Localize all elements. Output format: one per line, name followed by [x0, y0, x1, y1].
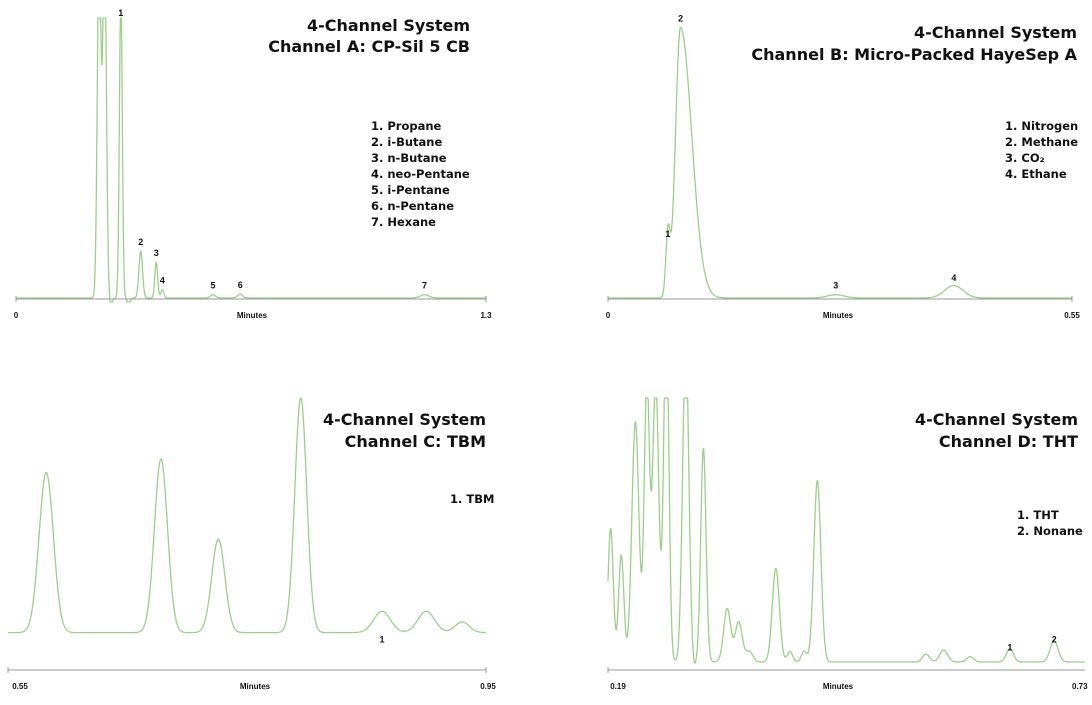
legend-entry: 1. Nitrogen: [1005, 119, 1078, 133]
chart-title-b: 4-Channel System: [914, 23, 1077, 42]
peak-label: 4: [160, 276, 165, 286]
x-axis-label-a: Minutes: [237, 311, 268, 320]
peak-label: 1: [1007, 643, 1012, 653]
x-tick-label-end-d: 0.73: [1072, 682, 1088, 691]
legend-entry: 5. i-Pentane: [371, 183, 450, 197]
legend-a: 1. Propane 2. i-Butane 3. n-Butane 4. ne…: [371, 119, 470, 229]
legend-b: 1. Nitrogen 2. Methane 3. CO₂ 4. Ethane: [1005, 119, 1078, 181]
x-tick-label-start-b: 0: [606, 311, 611, 320]
chromatogram-trace: [7, 397, 487, 634]
peak-label: 7: [422, 281, 427, 291]
peak-labels-d: 12: [1007, 635, 1056, 653]
peak-label: 2: [678, 14, 683, 24]
peak-label: 1: [665, 229, 670, 239]
peak-label: 3: [833, 281, 838, 291]
chart-panel-c: 4-Channel System Channel C: TBM Minutes …: [7, 397, 496, 691]
x-tick-label-end-b: 0.55: [1064, 311, 1080, 320]
chart-panel-d: 4-Channel System Channel D: THT Minutes …: [607, 397, 1088, 691]
chart-subtitle-c: Channel C: TBM: [345, 432, 486, 451]
peak-label: 6: [238, 280, 243, 290]
peak-label: 4: [951, 273, 956, 283]
legend-entry: 4. Ethane: [1005, 167, 1067, 181]
x-axis-label-c: Minutes: [240, 682, 271, 691]
legend-entry: 1. THT: [1017, 508, 1059, 522]
legend-entry: 2. Nonane: [1017, 524, 1083, 538]
legend-entry: 4. neo-Pentane: [371, 167, 470, 181]
peak-labels-b: 1 2 3 4: [665, 14, 956, 291]
legend-entry: 6. n-Pentane: [371, 199, 454, 213]
chart-panel-a: 4-Channel System Channel A: CP-Sil 5 CB …: [14, 8, 492, 320]
peak-label: 5: [210, 281, 215, 291]
peak-label: 1: [118, 8, 123, 18]
chart-title-c: 4-Channel System: [323, 410, 486, 429]
chart-title-a: 4-Channel System: [307, 16, 470, 35]
x-tick-label-start-c: 0.55: [12, 682, 28, 691]
legend-entry: 2. i-Butane: [371, 135, 442, 149]
chromatogram-trace: [607, 26, 1073, 299]
x-tick-label-start-d: 0.19: [610, 682, 626, 691]
chart-subtitle-a: Channel A: CP-Sil 5 CB: [268, 37, 470, 56]
peak-label: 2: [138, 237, 143, 247]
legend-d: 1. THT 2. Nonane: [1017, 508, 1083, 538]
legend-entry: 3. CO₂: [1005, 151, 1045, 165]
x-tick-label-start-a: 0: [14, 311, 19, 320]
peak-labels-c: 1: [379, 635, 384, 645]
chart-subtitle-d: Channel D: THT: [939, 432, 1078, 451]
legend-entry: 1. Propane: [371, 119, 442, 133]
peak-label: 3: [154, 248, 159, 258]
x-axis-label-b: Minutes: [823, 311, 854, 320]
x-tick-label-end-a: 1.3: [480, 311, 492, 320]
chromatogram-trace: [15, 17, 487, 303]
chart-title-d: 4-Channel System: [915, 410, 1078, 429]
x-axis-label-d: Minutes: [823, 682, 854, 691]
legend-entry: 1. TBM: [450, 492, 494, 506]
chart-subtitle-b: Channel B: Micro-Packed HayeSep A: [751, 45, 1077, 64]
chart-panel-b: 4-Channel System Channel B: Micro-Packed…: [606, 14, 1081, 321]
chromatogram-trace: [607, 397, 1086, 664]
legend-c: 1. TBM: [450, 492, 494, 506]
legend-entry: 3. n-Butane: [371, 151, 447, 165]
legend-entry: 2. Methane: [1005, 135, 1078, 149]
peak-label: 1: [379, 635, 384, 645]
peak-label: 2: [1052, 635, 1057, 645]
legend-entry: 7. Hexane: [371, 215, 436, 229]
peak-labels-a: 1 2 3 4 5 6 7: [118, 8, 427, 291]
x-tick-label-end-c: 0.95: [480, 682, 496, 691]
